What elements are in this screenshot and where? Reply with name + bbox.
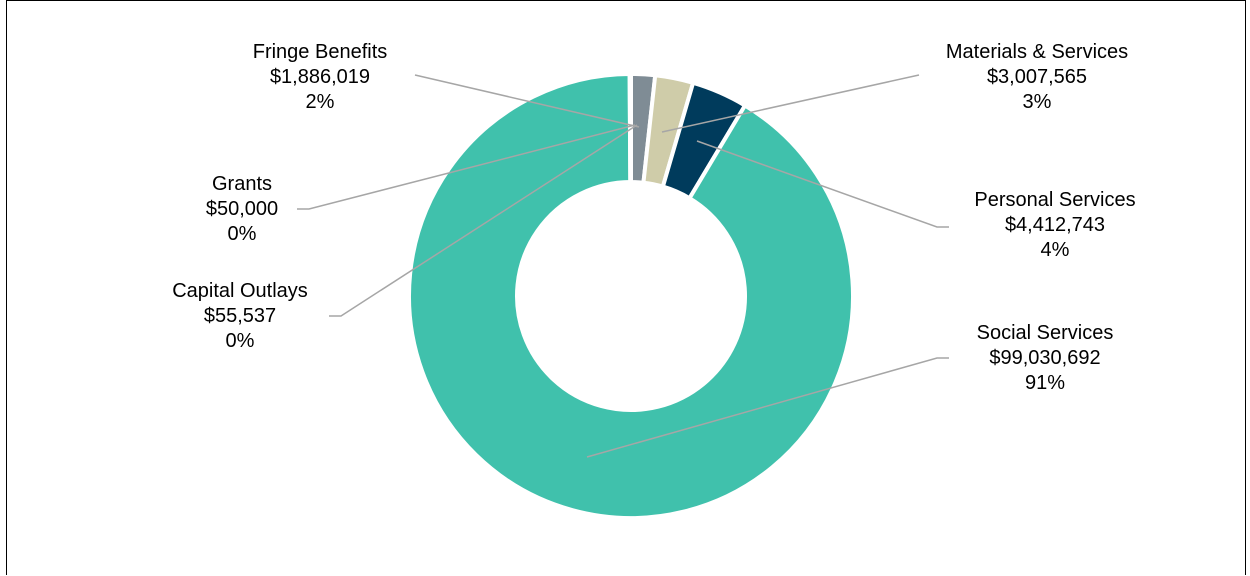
label-value: $3,007,565 <box>987 66 1087 88</box>
slice-social-services <box>407 72 855 520</box>
data-label-social-services: Social Services $99,030,692 91% <box>977 322 1114 394</box>
donut-chart: Fringe Benefits $1,886,019 2% Materials & S… <box>172 41 1136 520</box>
data-label-grants: Grants $50,000 0% <box>206 173 278 245</box>
label-value: $50,000 <box>206 198 278 220</box>
label-name: Fringe Benefits <box>253 41 388 63</box>
label-name: Grants <box>212 173 272 195</box>
leader-line-fringe-benefits <box>414 74 640 128</box>
label-value: $55,537 <box>204 305 276 327</box>
slice-grants <box>628 71 633 184</box>
label-percent: 4% <box>1041 239 1070 261</box>
label-percent: 91% <box>1025 372 1065 394</box>
label-percent: 0% <box>226 330 255 352</box>
label-value: $4,412,743 <box>1005 214 1105 236</box>
chart-frame: Fringe Benefits $1,886,019 2% Materials & S… <box>6 0 1246 575</box>
label-name: Social Services <box>977 322 1114 344</box>
slices-layer <box>407 71 855 520</box>
leader-lines-layer <box>297 74 949 458</box>
leader-line-materials-and-services <box>661 74 920 133</box>
leader-line-personal-services <box>696 140 949 228</box>
label-percent: 0% <box>228 223 257 245</box>
label-value: $99,030,692 <box>989 347 1100 369</box>
label-value: $1,886,019 <box>270 66 370 88</box>
label-percent: 3% <box>1023 91 1052 113</box>
label-percent: 2% <box>306 91 335 113</box>
leader-line-grants <box>297 124 636 210</box>
label-name: Materials & Services <box>946 41 1128 63</box>
leader-line-capital-outlays <box>329 124 638 317</box>
data-label-materials-and-services: Materials & Services $3,007,565 3% <box>946 41 1128 113</box>
label-name: Personal Services <box>974 189 1135 211</box>
label-name: Capital Outlays <box>172 280 308 302</box>
data-label-personal-services: Personal Services $4,412,743 4% <box>974 189 1135 261</box>
data-label-capital-outlays: Capital Outlays $55,537 0% <box>172 280 308 352</box>
data-label-fringe-benefits: Fringe Benefits $1,886,019 2% <box>253 41 388 113</box>
leader-line-social-services <box>586 357 949 458</box>
data-labels-layer: Fringe Benefits $1,886,019 2% Materials & S… <box>172 41 1135 394</box>
